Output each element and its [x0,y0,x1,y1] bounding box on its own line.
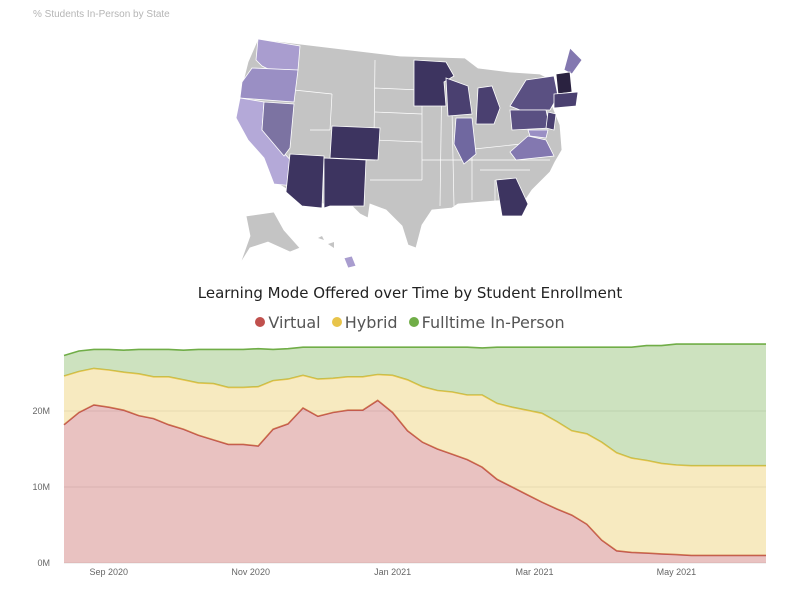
chart-title: Learning Mode Offered over Time by Stude… [197,284,623,302]
area-chart[interactable]: 0M 10M 20M Sep 2020 Nov 2020 Jan 2021 Mar 2021… [0,335,800,591]
legend-item-hybrid[interactable]: Hybrid [331,313,398,332]
legend-item-virtual[interactable]: Virtual [255,313,321,332]
map-state-wisconsin[interactable] [445,77,473,117]
x-tick-label-3: Mar 2021 [515,567,553,577]
map-state-illinois[interactable] [453,117,477,165]
map-state-nevada[interactable] [261,101,295,157]
x-tick-label-2: Jan 2021 [374,567,411,577]
legend-item-in-person[interactable]: Fulltime In-Person [408,313,565,332]
legend-dot-hybrid [331,317,342,327]
map-title: % Students In-Person by State [33,9,170,20]
map-state-new-york[interactable] [509,75,559,111]
map-state-georgia[interactable] [495,177,529,217]
map-state-michigan[interactable] [475,85,501,125]
us-map[interactable] [210,30,590,270]
legend-label-hybrid: Hybrid [344,313,398,332]
series-line-1 [63,367,766,467]
map-state-minnesota[interactable] [413,59,455,107]
legend-label-virtual: Virtual [268,313,321,332]
map-state-hawaii[interactable] [343,255,357,269]
map-state-maryland[interactable] [527,129,549,139]
area-1 [64,368,766,556]
y-tick-label-2: 20M [32,406,50,416]
legend-label-in-person: Fulltime In-Person [421,313,565,332]
map-state-pennsylvania[interactable] [509,109,551,131]
area-0 [64,400,766,563]
chart-legend: Virtual Hybrid Fulltime In-Person [0,313,800,332]
map-states [235,38,583,269]
map-state-hawaii-islands [318,236,334,248]
map-state-alaska[interactable] [239,211,301,265]
map-state-new-hampshire[interactable] [555,71,573,95]
map-state-virginia[interactable] [509,135,555,161]
map-state-massachusetts[interactable] [553,91,579,109]
x-tick-label-4: May 2021 [657,567,697,577]
map-state-maine[interactable] [563,47,583,75]
x-tick-label-0: Sep 2020 [90,567,129,577]
x-tick-label-1: Nov 2020 [231,567,270,577]
area-2 [64,344,766,466]
map-state-colorado[interactable] [329,125,381,161]
y-tick-label-1: 10M [32,482,50,492]
series-line-0 [63,399,766,557]
y-tick-label-0: 0M [37,558,50,568]
series-line-2 [63,343,766,357]
map-state-arizona[interactable] [285,153,325,209]
map-state-new-jersey[interactable] [545,111,557,131]
map-state-oregon[interactable] [239,67,299,103]
legend-dot-virtual [255,317,266,327]
map-state-new-mexico[interactable] [323,157,367,209]
legend-dot-in-person [408,317,419,327]
